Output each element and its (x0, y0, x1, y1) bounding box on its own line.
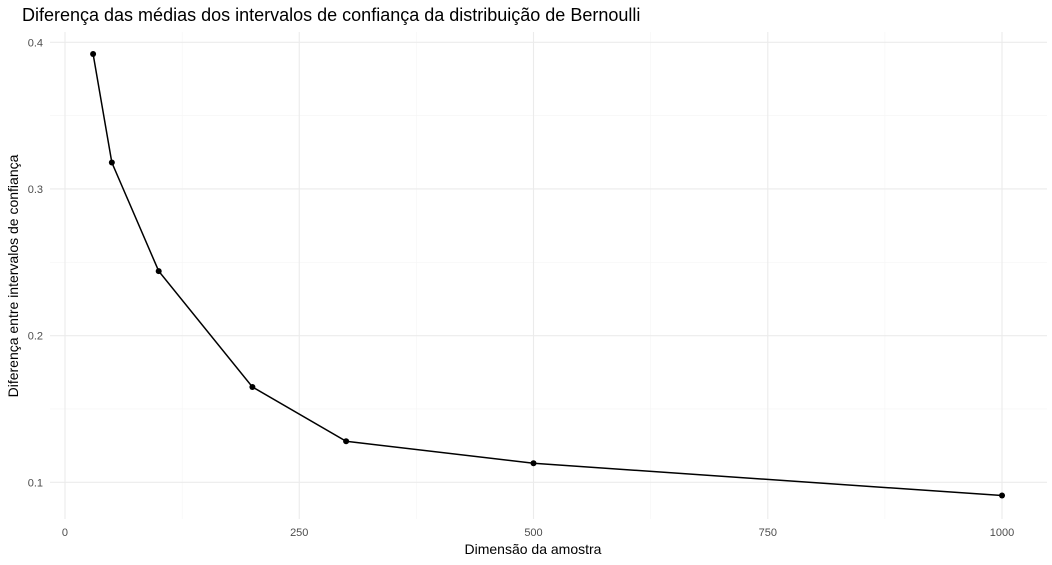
chart-title: Diferença das médias dos intervalos de c… (22, 5, 640, 25)
x-tick-label: 500 (524, 527, 542, 539)
y-tick-label: 0.2 (28, 331, 43, 343)
data-point (343, 438, 350, 445)
grid (50, 32, 1047, 519)
y-tick-label: 0.1 (28, 477, 43, 489)
y-tick-label: 0.3 (28, 184, 43, 196)
x-tick-label: 0 (62, 527, 68, 539)
series (90, 51, 1006, 499)
data-point (999, 492, 1006, 499)
data-point (90, 51, 97, 58)
y-tick-label: 0.4 (28, 37, 43, 49)
data-point (530, 460, 537, 467)
data-point (249, 383, 256, 390)
data-point (155, 268, 162, 275)
y-axis-label: Diferença entre intervalos de confiança (5, 154, 21, 397)
series-line (92, 53, 1003, 497)
data-point (108, 159, 115, 166)
y-axis-ticks: 0.1 0.2 0.3 0.4 (28, 37, 43, 489)
x-tick-label: 750 (759, 527, 777, 539)
x-tick-label: 250 (290, 527, 308, 539)
x-axis-ticks: 0 250 500 750 1000 (62, 527, 1014, 539)
x-axis-label: Dimensão da amostra (465, 541, 602, 557)
x-tick-label: 1000 (990, 527, 1014, 539)
